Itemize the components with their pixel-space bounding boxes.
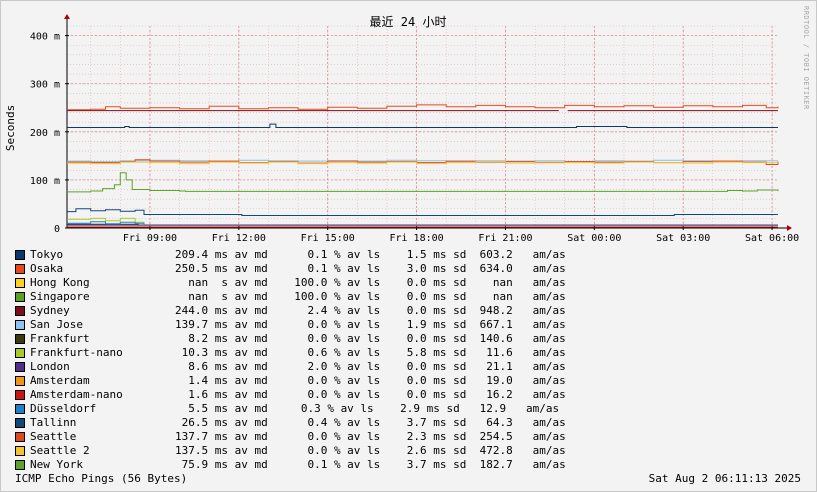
legend-series-stats: 10.3 ms av md 0.6 % av ls 5.8 ms sd 11.6… xyxy=(175,346,566,359)
vendor-watermark: RRDTOOL / TOBI OETIKER xyxy=(802,6,810,110)
legend-series-name: Singapore xyxy=(30,290,90,303)
x-tick-label: Sat 00:00 xyxy=(567,233,621,244)
x-tick-label: Sat 03:00 xyxy=(656,233,710,244)
legend-series-name: Sydney xyxy=(30,304,70,317)
chart-title: 最近 24 小时 xyxy=(370,15,447,29)
legend-swatch xyxy=(15,306,25,316)
legend-swatch xyxy=(15,292,25,302)
legend-swatch xyxy=(15,376,25,386)
y-axis-arrow xyxy=(64,14,70,19)
legend-series-stats: nan s av md 100.0 % av ls 0.0 ms sd nan … xyxy=(175,290,566,303)
legend-swatch xyxy=(15,460,25,470)
series-line-osaka xyxy=(67,104,779,111)
legend-series-name: London xyxy=(30,360,70,373)
series-line-d-sseldorf xyxy=(67,221,145,226)
legend-series-stats: 139.7 ms av md 0.0 % av ls 1.9 ms sd 667… xyxy=(175,318,566,331)
x-tick-label: Fri 18:00 xyxy=(389,233,443,244)
legend-swatch xyxy=(15,446,25,456)
footer-title: ICMP Echo Pings (56 Bytes) xyxy=(15,472,188,485)
legend-series-name: Seattle 2 xyxy=(30,444,90,457)
y-tick-label: 0 xyxy=(54,224,60,235)
legend-series-stats: 250.5 ms av md 0.1 % av ls 3.0 ms sd 634… xyxy=(175,262,566,275)
legend-swatch xyxy=(15,264,25,274)
legend-series-stats: 137.5 ms av md 0.0 % av ls 2.6 ms sd 472… xyxy=(175,444,566,457)
footer-timestamp: Sat Aug 2 06:11:13 2025 xyxy=(648,472,801,485)
legend-swatch xyxy=(15,432,25,442)
tick-labels: 0 100 m 200 m 300 m 400 m Fri 09:00 Fri 12:00 F… xyxy=(30,32,799,244)
x-tick-label: Sat 06:00 xyxy=(745,233,799,244)
x-tick-label: Fri 09:00 xyxy=(123,233,177,244)
y-tick-label: 300 m xyxy=(30,80,60,91)
legend-swatch xyxy=(15,404,25,414)
x-tick-label: Fri 15:00 xyxy=(301,233,355,244)
legend-swatch xyxy=(15,320,25,330)
legend-series-name: Düsseldorf xyxy=(30,402,97,415)
y-tick-label: 400 m xyxy=(30,32,60,43)
legend-series-name: Seattle xyxy=(30,430,77,443)
series-line-tokyo xyxy=(67,123,778,128)
legend-series-stats: 1.4 ms av md 0.0 % av ls 0.0 ms sd 19.0 … xyxy=(175,374,566,387)
legend-swatch xyxy=(15,362,25,372)
legend-series-stats: 26.5 ms av md 0.4 % av ls 3.7 ms sd 64.3… xyxy=(175,416,566,429)
legend-series-name: San Jose xyxy=(30,318,83,331)
legend-series-name: Amsterdam-nano xyxy=(30,388,123,401)
y-axis-label: Seconds xyxy=(4,105,17,151)
legend-series-name: Frankfurt xyxy=(30,332,90,345)
legend-series-stats: 137.7 ms av md 0.0 % av ls 2.3 ms sd 254… xyxy=(175,430,566,443)
y-tick-label: 200 m xyxy=(30,128,60,139)
legend-swatch xyxy=(15,348,25,358)
legend-series-stats: 75.9 ms av md 0.1 % av ls 3.7 ms sd 182.… xyxy=(175,458,566,471)
legend-swatch xyxy=(15,390,25,400)
legend-series-name: Tokyo xyxy=(30,248,64,261)
legend-swatch xyxy=(15,250,25,260)
series-lines xyxy=(67,104,779,228)
legend-swatch xyxy=(15,278,25,288)
legend-series-name: New York xyxy=(30,458,83,471)
series-line-new-york xyxy=(67,172,779,193)
legend-series-name: Tallinn xyxy=(30,416,77,429)
legend-series-name: Frankfurt-nano xyxy=(30,346,123,359)
legend-series-stats: nan s av md 100.0 % av ls 0.0 ms sd nan … xyxy=(175,276,566,289)
x-tick-label: Fri 21:00 xyxy=(478,233,532,244)
x-tick-label: Fri 12:00 xyxy=(212,233,266,244)
series-line-tallinn xyxy=(67,208,778,216)
series-line-seattle-2 xyxy=(67,161,778,165)
legend-swatch xyxy=(15,334,25,344)
x-axis-arrow xyxy=(787,225,792,231)
legend-series-name: Amsterdam xyxy=(30,374,90,387)
legend-series-stats: 209.4 ms av md 0.1 % av ls 1.5 ms sd 603… xyxy=(175,248,566,261)
legend-series-stats: 8.6 ms av md 2.0 % av ls 0.0 ms sd 21.1 … xyxy=(175,360,566,373)
legend-series-stats: 8.2 ms av md 0.0 % av ls 0.0 ms sd 140.6… xyxy=(175,332,566,345)
legend-series-stats: 244.0 ms av md 2.4 % av ls 0.0 ms sd 948… xyxy=(175,304,566,317)
legend-swatch xyxy=(15,418,25,428)
legend-series-stats: 5.5 ms av md 0.3 % av ls 2.9 ms sd 12.9 … xyxy=(175,402,560,415)
legend-series-stats: 1.6 ms av md 0.0 % av ls 0.0 ms sd 16.2 … xyxy=(175,388,566,401)
axes xyxy=(64,14,792,231)
legend-series-name: Hong Kong xyxy=(30,276,90,289)
y-tick-label: 100 m xyxy=(30,176,60,187)
legend-series-name: Osaka xyxy=(30,262,64,275)
series-line-frankfurt-nano xyxy=(67,217,145,225)
